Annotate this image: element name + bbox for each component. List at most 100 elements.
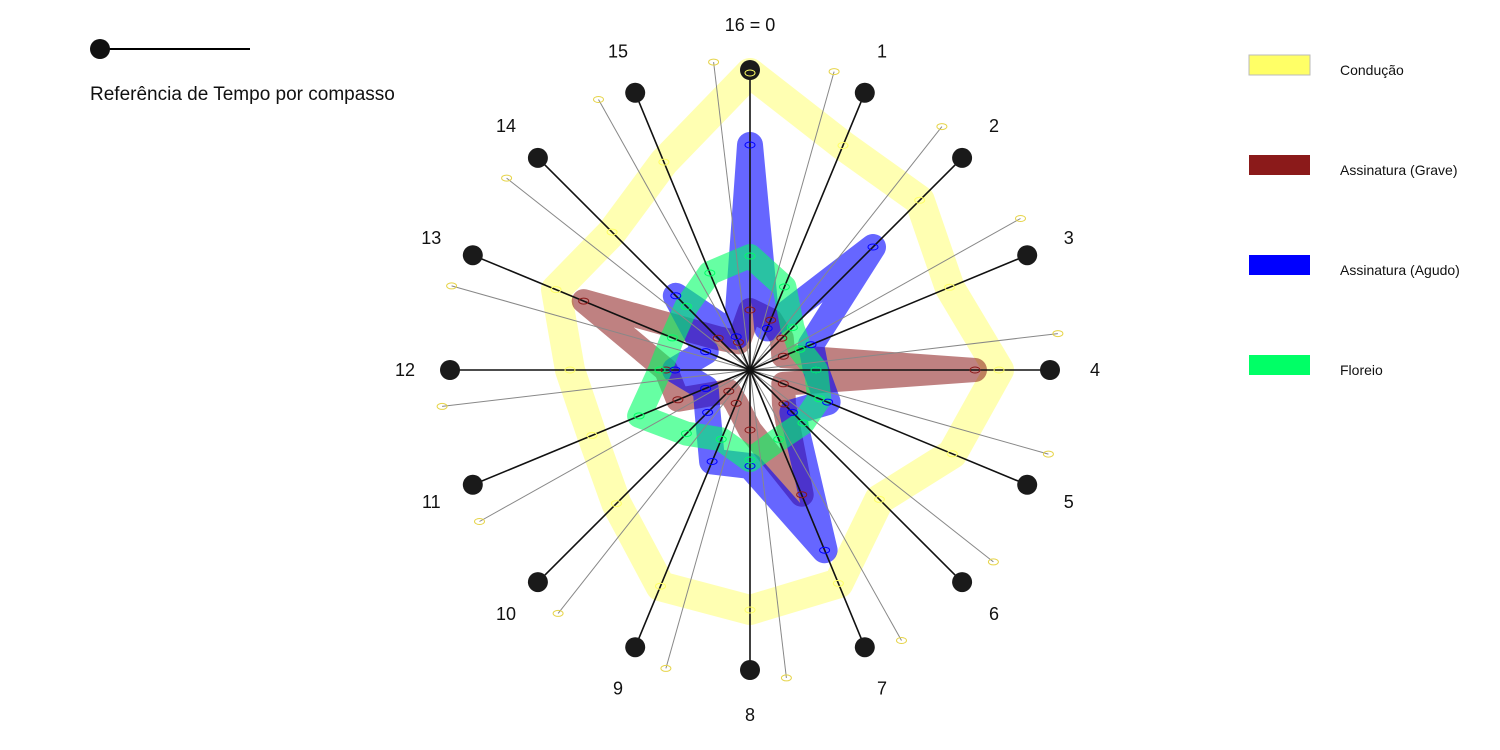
spoke-endpoint-dot — [527, 147, 548, 168]
secondary-spoke-marker — [987, 558, 999, 566]
value-marker — [819, 546, 831, 554]
value-marker — [666, 334, 678, 342]
spoke-line — [634, 92, 751, 371]
value-marker — [813, 395, 825, 403]
value-markers — [550, 69, 1005, 614]
reference-label: Referência de Tempo por compasso — [90, 84, 395, 105]
value-marker — [867, 243, 879, 251]
legend-label-conducao: Condução — [1340, 62, 1404, 78]
spoke-line — [749, 369, 866, 648]
secondary-spoke — [479, 369, 751, 522]
spoke-endpoint-dot — [1017, 245, 1038, 266]
spoke-endpoint-dot — [440, 360, 460, 380]
value-marker — [765, 316, 777, 324]
value-marker — [680, 430, 692, 438]
value-marker — [832, 579, 844, 587]
value-marker — [564, 366, 576, 374]
value-marker — [744, 606, 756, 614]
legend-swatch-conducao — [1248, 54, 1311, 76]
value-marker — [805, 341, 817, 349]
secondary-spoke-marker — [446, 282, 458, 290]
secondary-spoke — [749, 218, 1021, 371]
value-marker — [786, 324, 798, 332]
spoke-label-1: 1 — [877, 41, 887, 61]
secondary-spoke-marker — [552, 609, 564, 617]
value-marker — [822, 398, 834, 406]
value-marker — [606, 228, 618, 236]
secondary-spoke — [749, 369, 902, 641]
value-marker — [873, 495, 885, 503]
value-marker — [586, 431, 598, 439]
secondary-spoke-marker — [474, 518, 485, 525]
value-marker — [700, 384, 712, 392]
secondary-spoke — [451, 285, 751, 371]
secondary-spoke-marker — [896, 637, 907, 644]
value-marker — [794, 345, 806, 353]
spoke-line — [472, 369, 751, 486]
value-marker — [944, 283, 956, 291]
value-marker — [778, 283, 790, 291]
value-marker — [761, 324, 773, 332]
spoke-endpoint-dot — [625, 637, 646, 658]
spoke-label-3: 3 — [1064, 228, 1074, 248]
spoke-endpoint-dot — [854, 637, 875, 658]
spoke-line — [749, 369, 1028, 486]
secondary-spoke-marker — [936, 123, 948, 131]
value-marker — [550, 286, 562, 294]
secondary-spoke-marker — [1042, 450, 1054, 458]
spoke-label-6: 6 — [989, 604, 999, 624]
spoke-endpoint-dot — [854, 82, 875, 103]
secondary-spoke — [749, 126, 943, 371]
value-marker — [744, 141, 756, 149]
spoke-endpoint-dot — [1040, 360, 1060, 380]
value-marker — [706, 458, 718, 465]
value-marker — [810, 366, 822, 374]
secondary-spoke — [665, 369, 751, 669]
secondary-spoke-marker — [501, 174, 513, 182]
secondary-spoke — [749, 369, 994, 563]
spoke-label-13: 13 — [421, 228, 441, 248]
spokes — [436, 58, 1064, 682]
secondary-spoke-marker — [436, 402, 448, 410]
value-marker — [776, 334, 788, 342]
spoke-endpoint-dot — [527, 572, 548, 593]
value-marker — [777, 380, 789, 388]
spoke-endpoint-dot — [1017, 474, 1038, 495]
legend-label-agudo: Assinatura (Agudo) — [1340, 262, 1460, 278]
value-marker — [837, 142, 849, 149]
value-marker — [946, 450, 958, 458]
value-marker — [610, 500, 622, 508]
reference-dot — [90, 39, 110, 59]
spoke-label-12: 12 — [395, 360, 415, 380]
secondary-spoke-marker — [828, 68, 840, 76]
legend-swatch-agudo — [1249, 255, 1310, 275]
spoke-endpoint-dot — [740, 660, 760, 680]
secondary-spoke — [713, 62, 751, 371]
spoke-label-8: 8 — [745, 705, 755, 725]
value-marker — [702, 408, 714, 416]
value-marker — [670, 292, 682, 300]
legend-label-floreio: Floreio — [1340, 362, 1383, 378]
value-marker — [704, 269, 716, 277]
value-marker — [672, 396, 684, 404]
spoke-endpoint-dot — [625, 82, 646, 103]
legend-label-grave: Assinatura (Grave) — [1340, 162, 1457, 178]
secondary-spoke — [749, 71, 835, 371]
spoke-endpoint-dot — [952, 572, 973, 593]
spoke-endpoint-dot — [462, 474, 483, 495]
legend-swatch-grave — [1249, 155, 1310, 175]
value-marker — [633, 412, 645, 420]
spoke-label-2: 2 — [989, 116, 999, 136]
value-marker — [660, 366, 672, 374]
value-marker — [773, 435, 785, 443]
spoke-line — [634, 369, 751, 648]
value-marker — [777, 352, 789, 360]
value-marker — [680, 302, 692, 310]
spoke-line — [537, 369, 751, 583]
secondary-spoke — [749, 369, 787, 678]
value-marker — [669, 366, 681, 374]
value-marker — [578, 297, 590, 305]
secondary-spoke-marker — [1015, 215, 1026, 222]
value-marker — [744, 252, 756, 260]
